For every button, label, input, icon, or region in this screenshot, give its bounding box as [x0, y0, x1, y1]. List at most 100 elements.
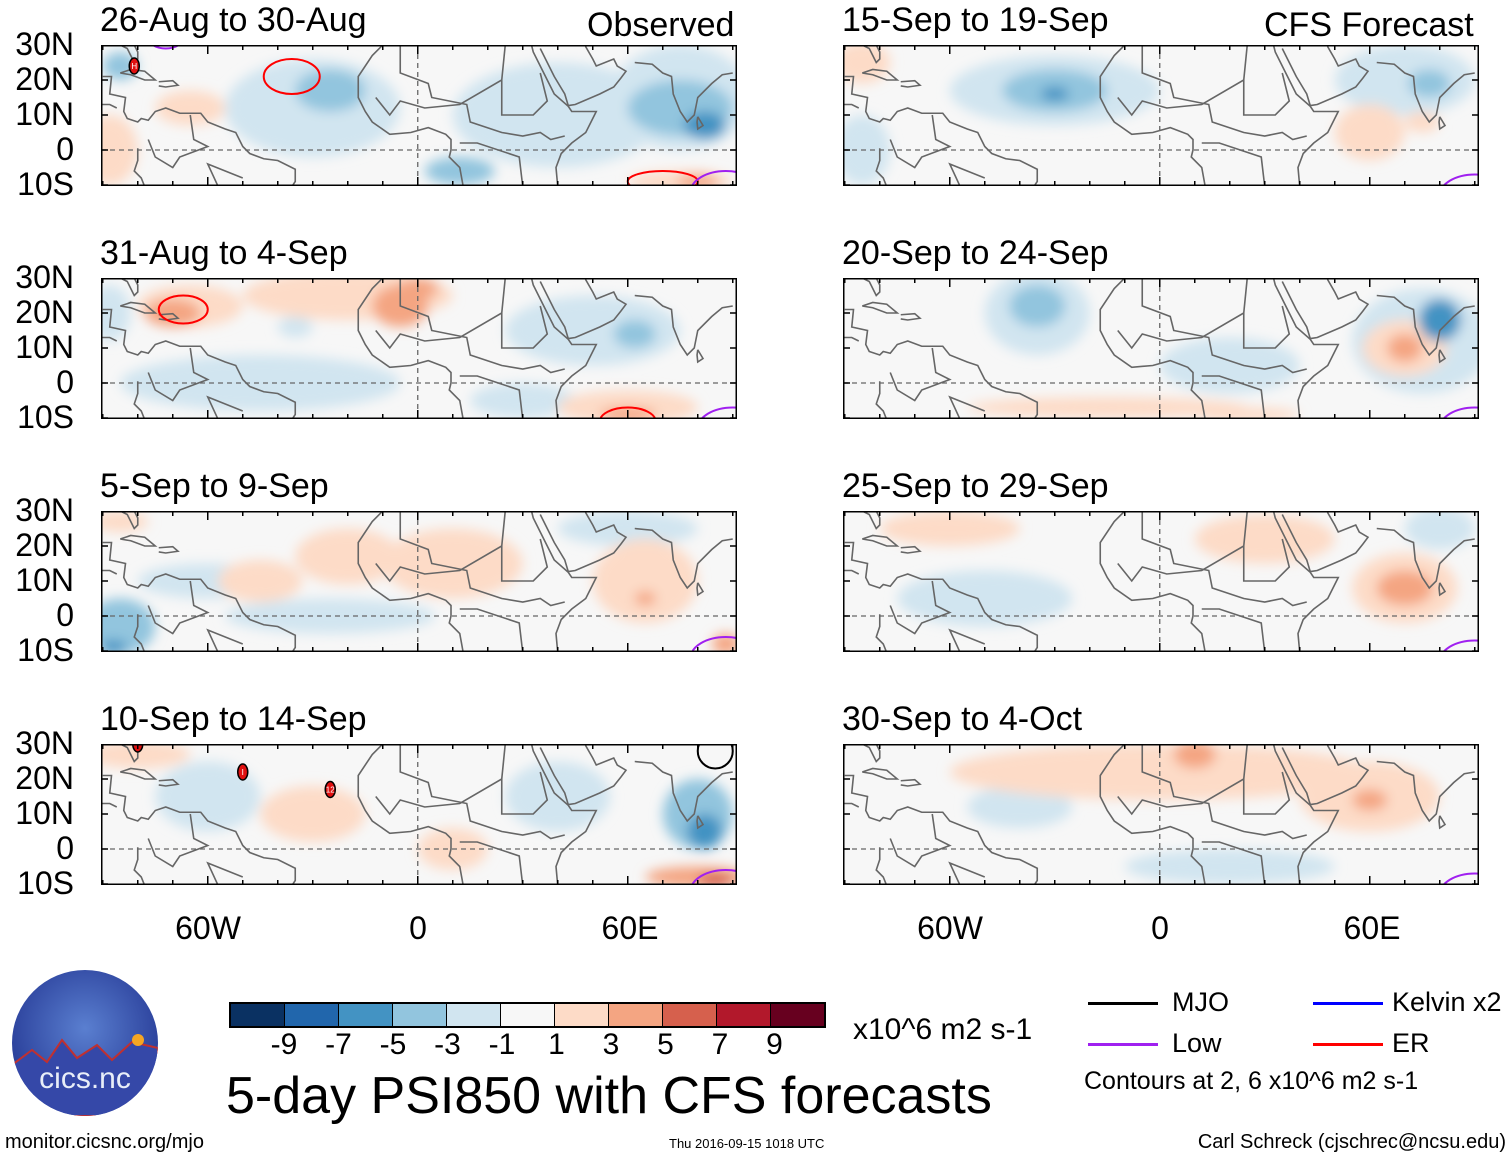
panel-title: 26-Aug to 30-Aug	[100, 1, 367, 39]
colorbar-swatch	[231, 1004, 285, 1026]
coastline	[634, 294, 733, 357]
coastline	[889, 114, 952, 169]
coastline	[843, 802, 860, 808]
coastline	[530, 278, 598, 419]
coastline	[844, 308, 1039, 419]
coastline	[1376, 294, 1475, 357]
map-panel	[843, 45, 1479, 186]
map-panel	[843, 744, 1479, 885]
storm-marker: 12	[324, 780, 336, 799]
low-contour	[1442, 173, 1479, 186]
legend-kelvin-line	[1313, 1002, 1383, 1005]
coastline	[1099, 45, 1206, 186]
anomaly-region	[1194, 514, 1335, 564]
coastline	[696, 116, 705, 131]
legend-low-label: Low	[1172, 1028, 1222, 1058]
coastline	[844, 75, 1039, 186]
anomaly-region	[1408, 69, 1451, 98]
low-contour	[691, 636, 737, 652]
anomaly-region	[1376, 570, 1433, 606]
map-panel	[101, 278, 737, 419]
y-label: 20N	[15, 294, 74, 330]
coastline	[133, 381, 146, 419]
y-label: 10S	[17, 865, 74, 901]
coastline	[1281, 45, 1370, 107]
anomaly-region	[1173, 744, 1216, 769]
anomaly-region	[295, 528, 401, 585]
coastline	[1141, 45, 1307, 141]
panel-title: 5-Sep to 9-Sep	[100, 467, 329, 505]
footer-author: Carl Schreck (cjschrec@ncsu.edu)	[1197, 1131, 1506, 1153]
coastline	[147, 347, 210, 402]
y-label: 30N	[15, 492, 74, 528]
coastline	[102, 774, 297, 885]
anomaly-region	[218, 560, 303, 602]
coastline	[357, 511, 464, 652]
coastline	[101, 802, 118, 808]
coastline	[843, 336, 860, 342]
coastline	[875, 847, 888, 885]
colorbar-swatch	[339, 1004, 393, 1026]
anomaly-region	[155, 90, 226, 126]
y-label: 0	[56, 597, 74, 633]
colorbar-units: x10^6 m2 s-1	[853, 1013, 1033, 1046]
coastline	[889, 347, 952, 402]
coastline	[357, 45, 464, 186]
coastline	[889, 813, 952, 868]
coastline	[399, 511, 565, 607]
y-label: 20N	[15, 61, 74, 97]
anomaly-region	[613, 320, 656, 348]
coastline	[1272, 511, 1340, 652]
map-panel	[843, 278, 1479, 419]
svg-text:12: 12	[326, 786, 335, 795]
coastline	[948, 628, 986, 652]
panel-title: 31-Aug to 4-Sep	[100, 234, 348, 272]
coastline	[875, 148, 888, 186]
y-label: 20N	[15, 527, 74, 563]
coastline	[1099, 744, 1206, 885]
anomaly-region	[1404, 111, 1440, 133]
colorbar-swatch	[609, 1004, 663, 1026]
coastline	[1141, 511, 1307, 607]
anomaly-region	[1334, 104, 1405, 161]
y-label: 10N	[15, 795, 74, 831]
x-label-0-right: 0	[1151, 910, 1169, 946]
anomaly-region	[843, 45, 891, 84]
anomaly-region	[101, 744, 191, 769]
coastline	[1376, 760, 1475, 823]
y-label: 30N	[15, 725, 74, 761]
anomaly-region	[1124, 849, 1335, 884]
x-label-60w-right: 60W	[917, 910, 983, 946]
coastline	[843, 569, 860, 575]
low-contour	[700, 406, 737, 419]
coastline	[889, 580, 952, 635]
coastline	[1242, 305, 1291, 349]
y-label: 10S	[17, 632, 74, 668]
er-contour	[599, 406, 657, 419]
er-contour	[262, 58, 321, 95]
er-contour	[157, 294, 209, 325]
coastline	[399, 744, 565, 840]
footer-url[interactable]: monitor.cicsnc.org/mjo	[5, 1131, 204, 1153]
colorbar	[229, 1002, 826, 1028]
coastline	[101, 103, 118, 109]
coastline	[530, 744, 598, 885]
anomaly-region	[879, 511, 1020, 546]
anomaly-region	[155, 761, 261, 832]
anomaly-region	[557, 511, 698, 546]
coastline	[634, 527, 733, 590]
low-contour	[691, 170, 737, 186]
anomaly-region	[592, 539, 698, 623]
anomaly-region	[557, 390, 698, 419]
legend-er-label: ER	[1392, 1028, 1430, 1058]
coastline	[844, 774, 1039, 885]
map-panel	[101, 511, 737, 652]
anomaly-region	[843, 115, 891, 185]
coastline	[133, 847, 146, 885]
colorbar-swatch	[285, 1004, 339, 1026]
coastline	[206, 395, 244, 419]
coastline	[1242, 72, 1291, 116]
coastline	[1438, 582, 1447, 597]
coastline	[158, 545, 180, 554]
coastline	[206, 861, 244, 885]
